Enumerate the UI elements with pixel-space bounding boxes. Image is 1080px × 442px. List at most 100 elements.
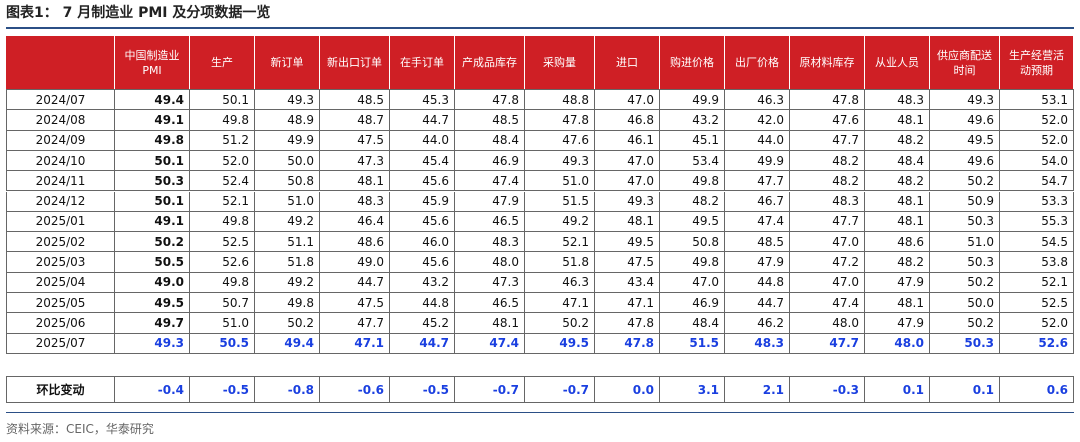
row-label: 2024/08	[6, 110, 115, 131]
table-cell: 53.3	[1000, 191, 1074, 212]
table-cell: 53.4	[660, 150, 725, 172]
table-cell: 49.4	[115, 90, 190, 111]
table-cell: 46.3	[725, 90, 790, 111]
table-cell: 49.0	[320, 252, 390, 273]
table-cell: 50.0	[930, 293, 1000, 314]
table-cell: 48.6	[865, 232, 930, 253]
table-cell: 47.9	[455, 191, 525, 212]
table-cell: 50.8	[255, 171, 320, 192]
header-corner	[6, 36, 115, 89]
table-cell: 51.0	[190, 313, 255, 334]
table-cell: 42.0	[725, 110, 790, 131]
table-cell: 44.7	[390, 110, 455, 131]
table-cell: 50.1	[115, 150, 190, 172]
table-cell: 44.0	[725, 130, 790, 151]
table-cell: 49.7	[115, 313, 190, 334]
table-cell: 49.5	[930, 130, 1000, 151]
table-cell: 47.5	[595, 252, 660, 273]
table-cell: 46.9	[455, 150, 525, 172]
table-cell: 45.6	[390, 211, 455, 233]
table-cell: -0.4	[115, 377, 190, 403]
table-cell: 49.1	[115, 211, 190, 233]
column-header: 进口	[595, 36, 660, 89]
table-cell: 46.5	[455, 293, 525, 314]
table-cell: 48.1	[865, 110, 930, 131]
table-cell: 52.1	[190, 191, 255, 212]
table-cell: 48.1	[320, 171, 390, 192]
table-cell: 48.1	[455, 313, 525, 334]
table-cell: 48.5	[455, 110, 525, 131]
table-cell: 47.8	[455, 90, 525, 111]
table-cell: 47.0	[595, 171, 660, 192]
table-cell: 52.0	[1000, 313, 1074, 334]
table-cell: 49.6	[930, 150, 1000, 172]
table-cell: 47.1	[525, 293, 595, 314]
table-cell: 48.0	[790, 313, 865, 334]
table-cell: 48.6	[320, 232, 390, 253]
table-cell: 45.9	[390, 191, 455, 212]
table-cell: 52.6	[1000, 333, 1074, 354]
table-cell: 45.3	[390, 90, 455, 111]
table-cell: 52.1	[525, 232, 595, 253]
table-cell: 47.1	[595, 293, 660, 314]
table-cell: 48.3	[865, 90, 930, 111]
column-header: 出厂价格	[725, 36, 790, 89]
table-cell: 48.4	[865, 150, 930, 172]
column-header: 产成品库存	[455, 36, 525, 89]
table-cell: 47.8	[525, 110, 595, 131]
table-cell: 49.2	[525, 211, 595, 233]
table-cell: 54.7	[1000, 171, 1074, 192]
column-header: 原材料库存	[790, 36, 865, 89]
table-cell: 44.7	[320, 272, 390, 293]
table-cell: 47.4	[455, 333, 525, 354]
table-cell: 51.0	[255, 191, 320, 212]
table-cell: 47.6	[525, 130, 595, 151]
table-cell: 52.0	[1000, 110, 1074, 131]
table-cell: 51.0	[525, 171, 595, 192]
table-cell: 45.1	[660, 130, 725, 151]
column-header: 购进价格	[660, 36, 725, 89]
table-cell: 47.4	[790, 293, 865, 314]
table-cell: 49.9	[255, 130, 320, 151]
row-label: 2025/04	[6, 272, 115, 293]
table-cell: 49.8	[255, 293, 320, 314]
column-header: 中国制造业PMI	[115, 36, 190, 89]
table-cell: 47.2	[790, 252, 865, 273]
table-cell: 44.7	[390, 333, 455, 354]
table-cell: 49.0	[115, 272, 190, 293]
table-cell: 49.3	[930, 90, 1000, 111]
table-cell: 52.5	[190, 232, 255, 253]
row-label: 2025/02	[6, 232, 115, 253]
table-cell: 49.1	[115, 110, 190, 131]
table-cell: 47.9	[865, 313, 930, 334]
table-cell: 47.7	[725, 171, 790, 192]
table-cell: 50.1	[190, 90, 255, 111]
table-cell: 47.9	[865, 272, 930, 293]
table-cell: 51.8	[525, 252, 595, 273]
table-cell: 47.9	[725, 252, 790, 273]
table-cell: 50.8	[660, 232, 725, 253]
table-cell: 50.3	[115, 171, 190, 192]
table-cell: 49.9	[725, 150, 790, 172]
table-cell: 49.8	[190, 110, 255, 131]
table-cell: 49.8	[115, 130, 190, 151]
table-cell: 48.5	[725, 232, 790, 253]
table-cell: 49.8	[190, 211, 255, 233]
table-cell: 47.3	[455, 272, 525, 293]
row-label: 2025/05	[6, 293, 115, 314]
table-cell: 51.8	[255, 252, 320, 273]
table-cell: 0.1	[865, 377, 930, 403]
table-cell: 47.4	[725, 211, 790, 233]
table-cell: 49.3	[595, 191, 660, 212]
row-rule	[6, 89, 1074, 90]
table-cell: 47.7	[790, 211, 865, 233]
table-cell: 48.7	[320, 110, 390, 131]
table-cell: 50.2	[255, 313, 320, 334]
table-cell: 51.5	[525, 191, 595, 212]
table-cell: 48.8	[525, 90, 595, 111]
table-cell: 50.2	[930, 272, 1000, 293]
table-cell: 48.1	[865, 293, 930, 314]
table-cell: 48.2	[660, 191, 725, 212]
column-header: 新订单	[255, 36, 320, 89]
table-cell: 52.5	[1000, 293, 1074, 314]
